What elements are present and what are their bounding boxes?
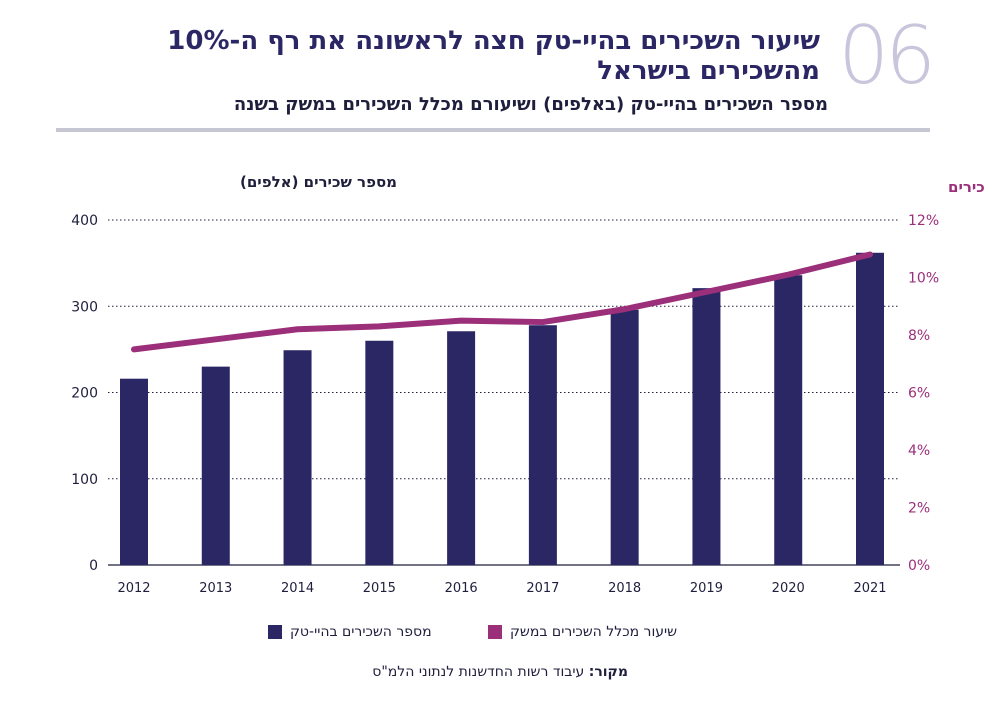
right-tick-label: 6% [908, 386, 930, 402]
combo-chart: מספר שכירים (אלפים) שיעור מהשכירים 0 100 200… [71, 173, 984, 596]
x-tick-label: 2016 [445, 581, 478, 596]
left-tick-label: 300 [71, 299, 98, 315]
legend-item-bars: מספר השכירים בהיי-טק [268, 624, 432, 640]
x-tick-label: 2020 [772, 581, 805, 596]
legend: מספר השכירים בהיי-טק שיעור מכלל השכירים … [0, 624, 984, 644]
source-label: מקור: [588, 664, 628, 680]
right-tick-label: 10% [908, 271, 939, 287]
bar [120, 378, 148, 565]
source-note: מקור: עיבוד רשות החדשנות לנתוני הלמ"ס [0, 664, 628, 680]
series-line [131, 251, 873, 353]
bar [774, 275, 803, 565]
x-tick-label: 2015 [363, 581, 396, 596]
chart-title: שיעור השכירים בהיי-טק חצה לראשונה את רף … [167, 26, 820, 86]
header: 06 שיעור השכירים בהיי-טק חצה לראשונה את … [56, 9, 936, 134]
left-axis-title: מספר שכירים (אלפים) [240, 173, 397, 191]
bar [283, 350, 312, 565]
left-tick-label: 0 [89, 558, 98, 574]
bar [447, 331, 476, 565]
bar [610, 309, 639, 565]
x-tick-label: 2014 [281, 581, 314, 596]
right-tick-label: 2% [908, 501, 930, 517]
right-tick-label: 0% [908, 558, 930, 574]
right-axis-title: שיעור מהשכירים [948, 178, 984, 196]
header-divider [56, 128, 930, 132]
left-tick-label: 100 [71, 472, 98, 488]
legend-item-line: שיעור מכלל השכירים במשק [488, 624, 677, 640]
legend-swatch-line [488, 625, 502, 639]
x-tick-label: 2017 [526, 581, 559, 596]
figure-number: 06 [838, 9, 936, 102]
legend-label-line: שיעור מכלל השכירים במשק [510, 624, 678, 640]
source-text: עיבוד רשות החדשנות לנתוני הלמ"ס [372, 664, 585, 680]
right-tick-label: 12% [908, 213, 939, 229]
x-tick-label: 2019 [690, 581, 723, 596]
x-tick-label: 2012 [117, 581, 150, 596]
legend-swatch-bars [268, 625, 282, 639]
x-tick-label: 2021 [853, 581, 886, 596]
x-tick-label: 2018 [608, 581, 641, 596]
bar [528, 325, 557, 565]
bar [692, 288, 721, 565]
bar [201, 366, 230, 565]
left-tick-label: 400 [71, 213, 98, 229]
legend-label-bars: מספר השכירים בהיי-טק [290, 624, 432, 640]
bar [365, 340, 394, 565]
chart-subtitle: מספר השכירים בהיי-טק (באלפים) ושיעורם מכ… [233, 94, 828, 115]
right-tick-label: 8% [908, 328, 930, 344]
x-tick-label: 2013 [199, 581, 232, 596]
right-tick-label: 4% [908, 443, 930, 459]
bar [856, 252, 884, 565]
left-tick-label: 200 [71, 386, 98, 402]
